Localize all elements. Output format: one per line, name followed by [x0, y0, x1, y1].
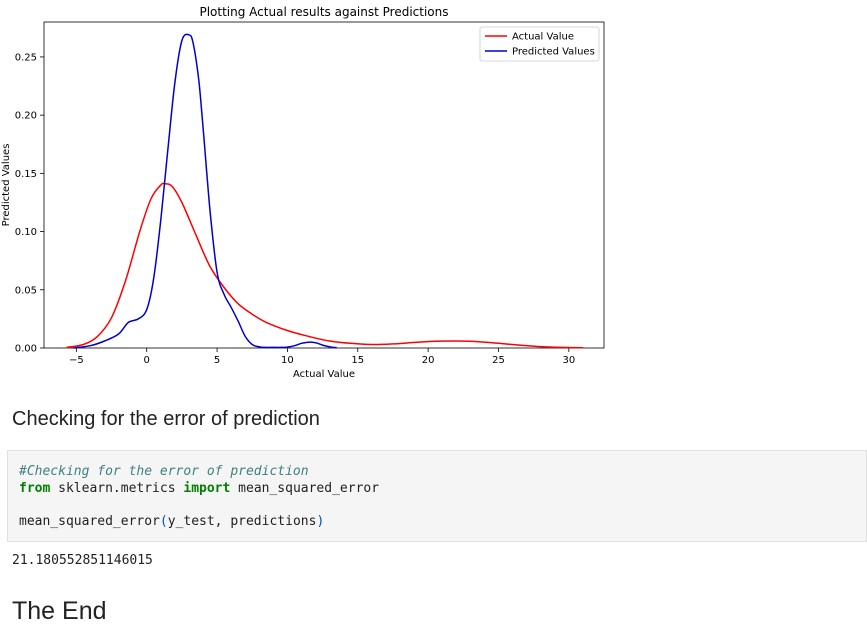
x-axis-label: Actual Value	[293, 369, 355, 380]
legend-box	[479, 26, 600, 62]
series-line-2	[73, 33, 337, 349]
module-name: sklearn.metrics	[50, 480, 184, 496]
code-editor[interactable]: #Checking for the error of prediction fr…	[8, 451, 866, 530]
code-comment: #Checking for the error of prediction	[19, 464, 309, 479]
keyword-from: from	[19, 480, 51, 496]
x-tick-label: 20	[422, 355, 435, 366]
chart-figure: −5 0 5 10 15 20 25 30 0.00 0.05 0.10 0.15 0.20 0.25 Pl…	[1, 5, 605, 380]
chart-title: Plotting Actual results against Predicti…	[199, 5, 448, 19]
paren-close: )	[316, 513, 325, 529]
paren-open: (	[159, 513, 168, 529]
x-tick-label: 0	[144, 355, 150, 366]
the-end-heading: The End	[12, 597, 107, 625]
x-tick-label: −5	[69, 355, 84, 366]
y-tick-label: 0.10	[15, 227, 37, 238]
x-tick-label: 5	[214, 355, 220, 366]
call-arguments: y_test, predictions	[167, 513, 317, 529]
x-tick-label: 30	[562, 355, 575, 366]
legend-label: Predicted Values	[512, 47, 595, 58]
imported-name: mean_squared_error	[230, 480, 380, 496]
y-tick-label: 0.20	[15, 111, 37, 122]
x-tick-label: 10	[281, 355, 294, 366]
y-tick-label: 0.05	[15, 285, 37, 296]
cell-output: 21.180552851146015	[12, 553, 153, 568]
y-tick-label: 0.15	[15, 169, 37, 180]
function-call: mean_squared_error	[19, 513, 160, 529]
y-tick-label: 0.00	[15, 344, 37, 355]
y-axis-label: Predicted Values	[1, 144, 12, 227]
x-tick-label: 15	[351, 355, 364, 366]
section-heading: Checking for the error of prediction	[12, 408, 320, 430]
x-tick-label: 25	[492, 355, 505, 366]
code-cell[interactable]: #Checking for the error of prediction fr…	[7, 450, 867, 542]
series-line-1	[66, 182, 583, 349]
y-tick-label: 0.25	[15, 52, 37, 63]
plot-frame	[43, 21, 605, 349]
legend-label: Actual Value	[512, 32, 574, 43]
keyword-import: import	[183, 480, 231, 496]
